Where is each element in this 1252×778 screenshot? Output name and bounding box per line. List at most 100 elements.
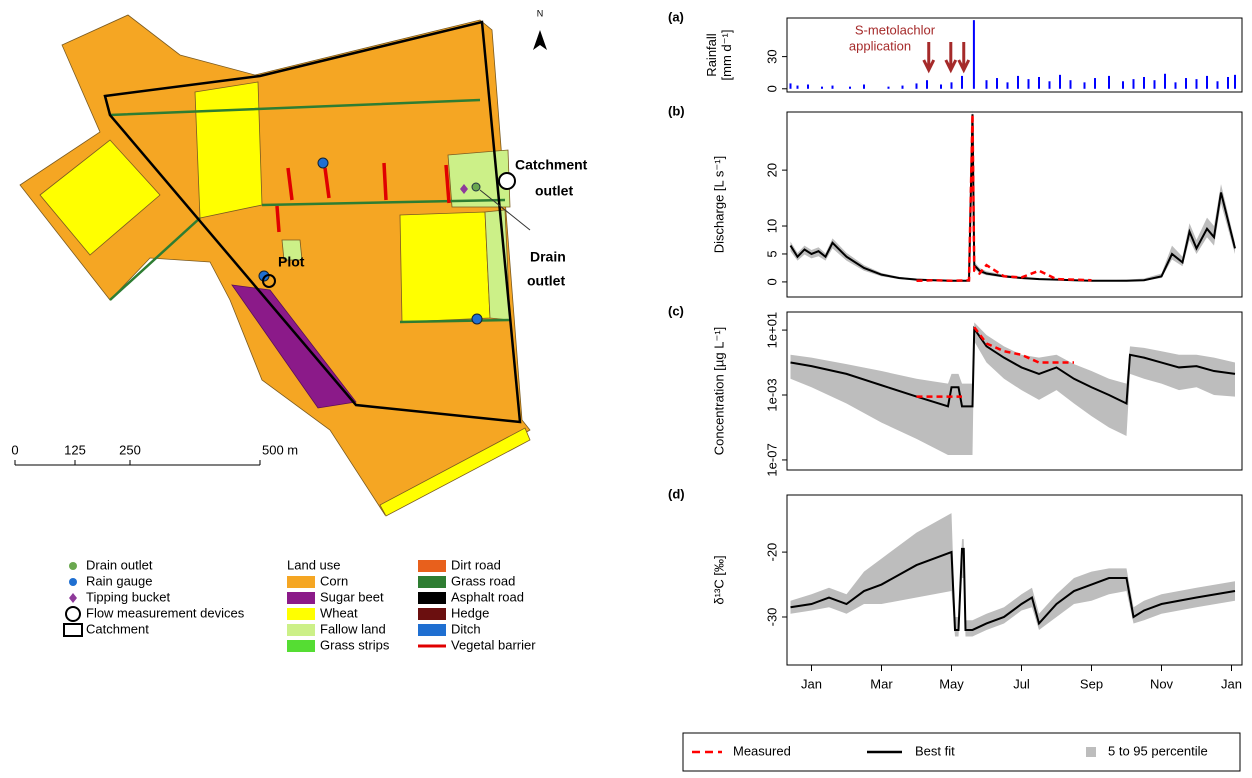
tipping-bucket <box>460 184 468 194</box>
x-tick-label: Jul <box>1013 676 1030 691</box>
rain-bar <box>901 85 904 89</box>
y-tick-label: 0 <box>764 85 779 92</box>
legend-box <box>682 732 1241 772</box>
legend-swatch <box>418 560 446 572</box>
rain-bar <box>1164 73 1166 89</box>
best-fit-line <box>790 547 1236 631</box>
legend-label: Flow measurement devices <box>86 605 245 620</box>
legend-swatch <box>418 624 446 636</box>
map: N Catchment outlet Drain outlet Plot 0 1… <box>11 8 587 572</box>
legend-swatch <box>287 624 315 636</box>
percentile-band <box>790 513 1235 637</box>
rain-bar <box>1195 79 1198 89</box>
legend-label: Vegetal barrier <box>451 637 536 652</box>
legend-label: Hedge <box>451 605 489 620</box>
legend-label: Drain outlet <box>86 557 153 572</box>
application-arrow <box>944 42 958 74</box>
land-fallow <box>281 239 303 261</box>
rain-bar <box>950 82 953 89</box>
legend-symbol <box>69 562 77 570</box>
rain-bar <box>1094 78 1096 89</box>
y-tick-label: 1e+01 <box>764 312 779 349</box>
rain-bar <box>940 84 942 89</box>
y-tick-label: 10 <box>764 219 779 233</box>
rain-bar <box>1227 76 1229 89</box>
rain-bar <box>1048 81 1051 89</box>
rain-bar <box>1122 81 1124 89</box>
drain-outlet-label: outlet <box>527 273 565 289</box>
rain-bar <box>1069 80 1072 89</box>
panel-label: (d) <box>668 486 685 501</box>
legend-label: Dirt road <box>451 557 501 572</box>
best-fit-line <box>790 325 1236 408</box>
rain-bar <box>996 78 998 89</box>
x-tick-label: Jan <box>1221 676 1242 691</box>
rain-bar <box>1027 79 1030 89</box>
rain-bar <box>807 84 809 89</box>
y-axis-label: Concentration [µg L⁻¹] <box>711 327 726 456</box>
vegetal-barrier <box>275 162 451 233</box>
legend-label: Grass road <box>451 573 515 588</box>
legend-label: Measured <box>733 743 791 758</box>
legend-label: Fallow land <box>320 621 386 636</box>
annotation: application <box>849 38 911 53</box>
legend-label: Asphalt road <box>451 589 524 604</box>
panel-label: (a) <box>668 9 684 24</box>
legend-label: 5 to 95 percentile <box>1108 743 1208 758</box>
land-corn <box>19 14 531 516</box>
legend-symbol <box>69 578 77 586</box>
y-axis-label: δ¹³C [‰] <box>711 555 726 604</box>
drain-outlet-marker <box>471 182 481 192</box>
legend-symbol <box>63 623 83 637</box>
percentile-band <box>790 322 1235 456</box>
rain-bar <box>1143 76 1145 89</box>
rain-bar <box>831 85 834 89</box>
land-wheat <box>39 139 161 256</box>
legend-band <box>1086 747 1096 757</box>
legend-swatch <box>418 576 446 588</box>
rain-bar <box>1185 78 1187 89</box>
rain-bar <box>1153 80 1156 89</box>
legend-label: Sugar beet <box>320 589 384 604</box>
north-label: N <box>537 8 544 18</box>
drain-outlet-label: Drain <box>530 249 566 265</box>
land-wheat <box>399 211 491 323</box>
application-arrow <box>922 42 936 74</box>
legend-swatch <box>418 608 446 620</box>
panel-label: (b) <box>668 103 685 118</box>
legend-swatch <box>287 592 315 604</box>
application-arrow <box>957 42 971 74</box>
plot-frame <box>786 111 1243 298</box>
scale-label: 500 m <box>262 442 298 457</box>
leader <box>479 189 531 231</box>
rain-bar <box>972 20 975 89</box>
rain-bar <box>1216 81 1219 89</box>
x-tick-label: Jan <box>801 676 822 691</box>
rain-gauge <box>471 313 483 325</box>
grass-road <box>109 98 511 324</box>
rain-bar <box>961 75 963 89</box>
scale-bar <box>14 460 261 466</box>
catchment-boundary <box>103 20 522 424</box>
rain-bar <box>926 80 928 89</box>
land-wheat <box>194 81 263 219</box>
legend-symbol <box>69 593 77 603</box>
rain-bar <box>915 83 918 89</box>
rain-bar <box>887 86 890 89</box>
x-tick-label: May <box>939 676 964 691</box>
y-axis-label: Discharge [L s⁻¹] <box>711 156 726 253</box>
y-tick-label: 30 <box>764 49 779 63</box>
rain-bar <box>863 84 865 89</box>
plot-frame <box>786 494 1243 666</box>
legend-label: Grass strips <box>320 637 390 652</box>
measured-line <box>916 114 1092 283</box>
rain-bar <box>1108 75 1110 89</box>
plot-frame <box>786 17 1243 93</box>
y-tick-label: 0 <box>764 278 779 285</box>
panel-label: (c) <box>668 303 684 318</box>
rain-bar <box>821 86 823 89</box>
y-tick-label: -20 <box>764 543 779 562</box>
plot-frame <box>786 311 1243 471</box>
